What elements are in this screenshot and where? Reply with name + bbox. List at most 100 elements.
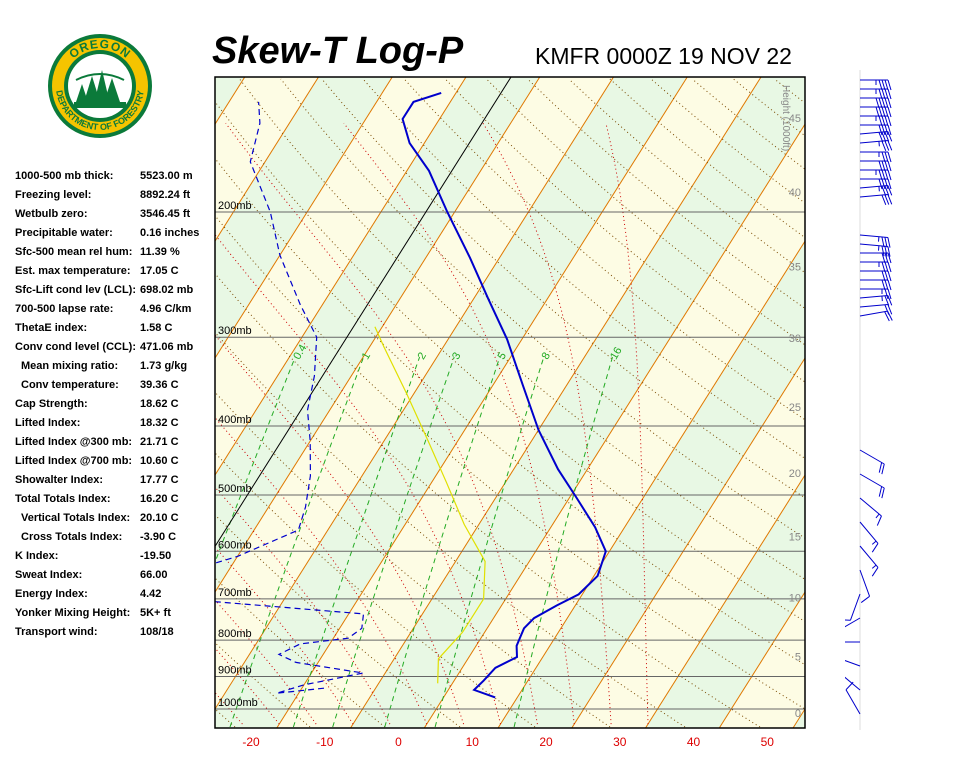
wind-barbs [845,70,893,730]
index-value: 20.10 C [140,512,179,524]
wind-barb-flag [887,304,893,315]
isotherm-line [215,77,467,477]
index-label: Lifted Index @300 mb: [15,436,133,448]
wind-barb-flag [881,270,886,282]
wind-barb-flag [884,169,889,181]
index-value: 1.58 C [140,322,173,334]
wind-barb [845,676,861,691]
index-value: 17.05 C [140,265,179,277]
index-label: Sfc-Lift cond lev (LCL): [15,284,136,296]
index-label: Sweat Index: [15,569,83,581]
height-tick-label: 5 [795,651,801,663]
pressure-label: 900mb [218,664,252,676]
index-value: -3.90 C [140,531,177,543]
index-label: Vertical Totals Index: [21,512,131,524]
index-label: Wetbulb zero: [15,208,88,220]
wind-barb-flag [878,97,883,109]
wind-barb-flag [887,131,893,142]
dry-adiabat [215,272,761,728]
wind-barb-flag [881,151,886,163]
wind-barb-flag [887,279,892,291]
index-value: 471.06 mb [140,341,194,353]
wind-barb-flag [881,194,887,205]
wind-barb-flag [878,106,883,118]
isotherm-band [0,77,24,728]
mixing-ratio-line [434,356,545,728]
wind-barb-flag [887,261,892,273]
index-value: 108/18 [140,626,174,638]
wind-barb [859,449,885,465]
wind-barb [845,617,861,628]
isotherm-line [350,77,762,728]
wind-barb-flag [884,151,889,163]
wind-barb-flag [875,97,880,109]
wind-barb-flag [871,540,877,545]
index-value: 18.62 C [140,398,179,410]
wind-barb-flag [881,115,886,127]
wind-barb-flag [881,106,886,118]
wind-barb [859,185,888,189]
wind-barb-flag [887,310,893,321]
wind-barb [845,660,861,667]
index-value: 698.02 mb [140,284,194,296]
wind-barb [859,304,888,308]
height-tick-label: 25 [789,402,801,414]
dry-adiabat [0,79,160,727]
wind-barb-flag [878,88,883,100]
x-tick-label: 20 [539,735,553,749]
isotherm-band [276,77,762,728]
wind-barb-flag [887,252,892,264]
wind-barb-flag [871,564,877,569]
index-value: 4.42 [140,588,162,600]
wind-barb [859,473,885,489]
wind-barb-flag [887,185,893,196]
index-label: Showalter Index: [15,474,104,486]
wind-barb-flag [884,131,890,142]
wind-barb-flag [881,97,886,109]
index-label: Cap Strength: [15,398,88,410]
x-tick-label: 40 [687,735,701,749]
wind-barb-flag [878,462,883,473]
moist-adiabat [215,691,243,725]
wind-barb-flag [878,124,883,136]
wind-barb-flag [884,185,890,196]
wind-barb-flag [887,169,892,181]
height-tick-label: 15 [789,531,801,543]
wind-barb-flag [887,246,891,257]
wind-barb-flag [878,115,883,127]
index-value: 8892.24 ft [140,189,191,201]
wind-barb-flag [871,567,879,577]
wind-barb-flag [884,270,889,282]
isotherm-line [215,77,319,243]
wind-barb-flag [884,97,889,109]
index-value: 5K+ ft [140,607,171,619]
pressure-label: 700mb [218,587,252,599]
wind-barb-flag [875,106,880,118]
wind-barb-flag [887,270,892,282]
wind-barb [859,295,888,299]
wind-barb-flag [881,178,886,190]
x-tick-label: 30 [613,735,627,749]
wind-barb-flag [878,79,883,91]
index-label: 700-500 lapse rate: [15,303,114,315]
dry-adiabat [898,79,960,727]
isotherm-line [0,77,24,728]
dry-adiabat [215,708,236,728]
wind-barb-flag [884,124,889,136]
wind-barb-flag [887,295,893,306]
pressure-label: 300mb [218,325,252,337]
index-label: 1000-500 mb thick: [15,170,114,182]
index-label: Transport wind: [15,626,98,638]
mixing-ratio-label: 3 [450,350,463,361]
wind-barb [859,310,888,317]
height-tick-label: 0 [795,708,801,720]
dry-adiabat [215,514,461,728]
isotherm-band [350,77,805,728]
isotherm-band [215,77,245,125]
wind-barb-flag [878,132,884,143]
index-value: 16.20 C [140,493,179,505]
dewpoint-trace [215,101,365,694]
wind-barb [859,194,888,198]
isotherm-line [645,474,805,728]
plot-area: 0.4 1 2 3 5 8 16 [0,77,960,728]
